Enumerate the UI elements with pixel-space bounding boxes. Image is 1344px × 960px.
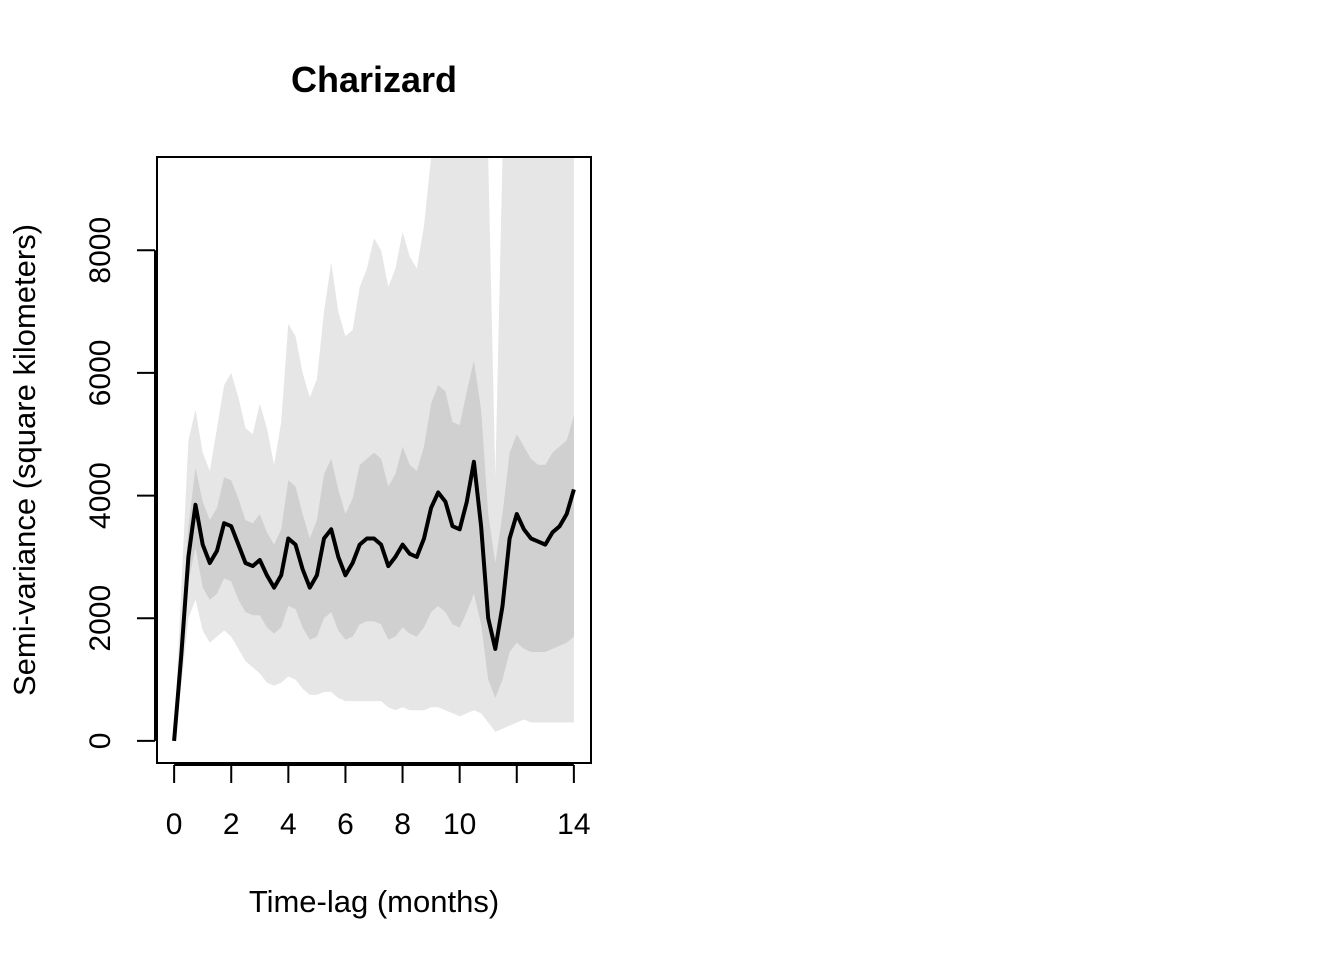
y-tick-label: 8000	[84, 217, 117, 284]
x-tick-label: 0	[166, 808, 183, 841]
y-tick-label: 4000	[84, 462, 117, 529]
y-axis: 0 2000 4000 6000 8000	[84, 217, 156, 750]
series-line-0	[172, 459, 576, 742]
x-axis-label: Time-lag (months)	[249, 884, 499, 919]
chart-title: Charizard	[291, 59, 457, 100]
x-tick-label: 2	[223, 808, 240, 841]
y-axis-label: Semi-variance (square kilometers)	[7, 224, 42, 696]
x-tick-label: 4	[280, 808, 297, 841]
y-tick-label: 2000	[84, 585, 117, 652]
y-tick-label: 6000	[84, 340, 117, 407]
x-tick-label: 10	[443, 808, 476, 841]
y-tick-label: 0	[84, 733, 117, 750]
series-lines	[172, 459, 576, 742]
x-tick-label: 8	[394, 808, 411, 841]
band-inner	[174, 360, 574, 741]
x-axis: 0 2 4 6 8 10 14	[166, 764, 591, 841]
confidence-bands	[174, 157, 574, 741]
plot-frame	[156, 156, 592, 764]
x-tick-label: 14	[557, 808, 590, 841]
x-tick-label: 6	[337, 808, 354, 841]
